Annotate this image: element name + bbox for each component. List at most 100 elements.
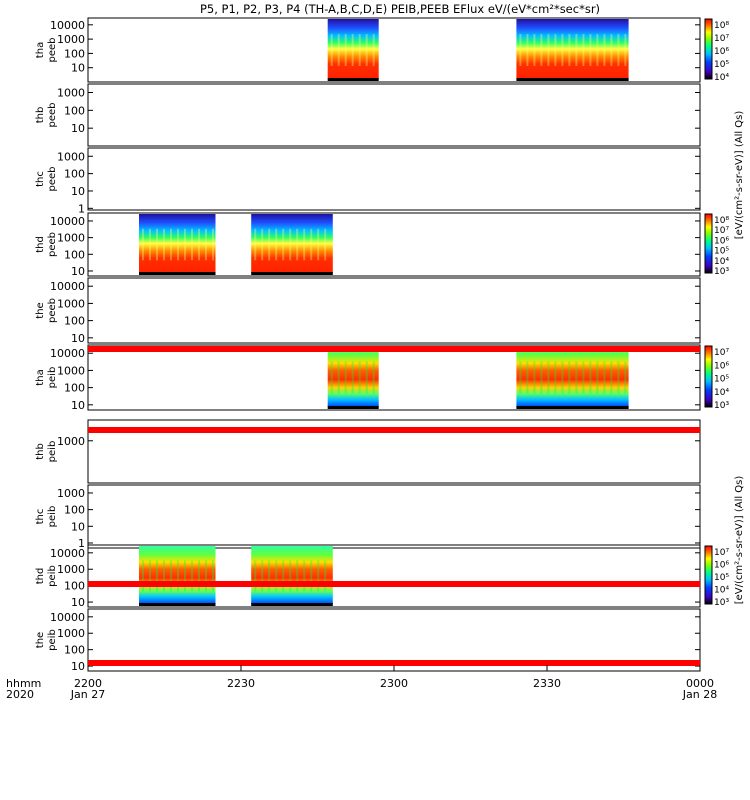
y-tick-label: 10000 bbox=[50, 547, 85, 560]
x-tick-label: 2330 bbox=[533, 677, 561, 690]
data-gap-marker bbox=[251, 272, 333, 275]
colorbar-tick-label: 10⁷ bbox=[714, 226, 729, 236]
colorbar-thd-peib: 10⁷ 10⁶ 10⁵ 10⁴ 10³ bbox=[704, 545, 729, 608]
spectrogram-streak bbox=[617, 361, 620, 394]
colorbar-units-label: [eV/(cm²-s-sr-eV)] (All Qs) bbox=[734, 111, 745, 240]
spectrogram-streak bbox=[198, 560, 200, 592]
spectrogram-streak bbox=[337, 361, 340, 394]
y-tick-label: 10000 bbox=[50, 215, 85, 228]
x-axis-left-label: 2020 bbox=[6, 688, 34, 701]
spectrogram-streak bbox=[547, 34, 550, 66]
panel-separator-bar bbox=[88, 581, 700, 587]
panel-label: thcpeeb bbox=[35, 167, 58, 192]
panel-frame bbox=[87, 277, 701, 344]
spectrogram-streak bbox=[330, 34, 333, 66]
spectrogram-streak bbox=[275, 228, 278, 261]
spectrogram-streak bbox=[365, 34, 368, 66]
spectrogram-streak bbox=[163, 228, 165, 261]
spectrogram-streak bbox=[170, 560, 172, 592]
panel-thc-peib: 1000 100 10 1 thcpeib bbox=[35, 484, 701, 550]
spectrogram-streak bbox=[533, 34, 536, 66]
spectrogram-streak bbox=[575, 361, 578, 394]
spectrogram-streak bbox=[596, 34, 599, 66]
spectrogram-block bbox=[251, 546, 333, 604]
colorbar-tha-peib: 10⁷ 10⁶ 10⁵ 10⁴ 10³ bbox=[704, 345, 729, 411]
spectrogram-streak bbox=[547, 361, 550, 394]
panel-the-peib: 10000 1000 100 10 thepeib bbox=[35, 608, 701, 673]
spectrogram-streak bbox=[526, 34, 529, 66]
spectrogram-streak bbox=[163, 560, 165, 592]
x-tick-label: 2200 bbox=[74, 677, 102, 690]
panel-stack: 10000100010010thapeeb10⁸10⁷10⁶10⁵10⁴1000… bbox=[35, 17, 729, 673]
panel-separator-bar bbox=[88, 660, 700, 666]
spectrogram-streak bbox=[149, 228, 151, 261]
y-tick-label: 10 bbox=[71, 265, 85, 278]
y-tick-label: 1000 bbox=[57, 33, 85, 46]
spectrogram-streak bbox=[310, 228, 313, 261]
spectrogram-streak bbox=[372, 361, 375, 394]
colorbar-tick-label: 10⁴ bbox=[714, 388, 729, 398]
colorbar-tick-label: 10³ bbox=[714, 267, 729, 277]
spectrogram-streak bbox=[344, 34, 347, 66]
spectrogram-streak bbox=[205, 560, 207, 592]
y-tick-label: 10 bbox=[71, 332, 85, 345]
colorbar-tick-label: 10⁷ bbox=[714, 548, 729, 558]
y-tick-label: 100 bbox=[64, 104, 85, 117]
spectrogram-streak bbox=[554, 34, 557, 66]
y-tick-label: 1000 bbox=[57, 297, 85, 310]
spectrogram-streak bbox=[317, 560, 320, 592]
spectrogram-streak bbox=[330, 361, 333, 394]
panel-thc-peeb: 1000 100 10 1 thcpeeb bbox=[35, 147, 701, 215]
spectrogram-block bbox=[139, 546, 216, 604]
spectrogram-streak bbox=[568, 361, 571, 394]
data-gap-marker bbox=[251, 603, 333, 606]
panel-label: thdpeeb bbox=[35, 232, 58, 257]
panel-label: thepeib bbox=[35, 629, 58, 651]
panel-label: thepeeb bbox=[35, 298, 58, 323]
spectrogram-streak bbox=[142, 560, 144, 592]
y-tick-label: 1000 bbox=[57, 563, 85, 576]
spectrogram-streak bbox=[142, 228, 144, 261]
x-axis-left-label: hhmm bbox=[6, 677, 41, 690]
spectrogram-streak bbox=[261, 228, 264, 261]
spectrogram-streak bbox=[568, 34, 571, 66]
spectrogram-streak bbox=[351, 34, 354, 66]
y-tick-label: 10 bbox=[71, 660, 85, 673]
spectrogram-streak bbox=[540, 34, 543, 66]
spectrogram-streak bbox=[254, 228, 257, 261]
spectrogram-streak bbox=[610, 34, 613, 66]
y-tick-label: 10000 bbox=[50, 19, 85, 32]
panel-separator-bar bbox=[88, 427, 700, 433]
panel-label: thapeeb bbox=[35, 38, 58, 63]
panel-frame bbox=[87, 419, 701, 484]
panel-the-peeb: 10000 1000 100 10 thepeeb bbox=[35, 277, 701, 345]
y-tick-label: 10 bbox=[71, 596, 85, 609]
y-tick-label: 10000 bbox=[50, 347, 85, 360]
spectrogram-streak bbox=[582, 34, 585, 66]
spectrogram-streak bbox=[310, 560, 313, 592]
spectrogram-streak bbox=[365, 361, 368, 394]
spectrogram-streak bbox=[156, 228, 158, 261]
x-tick-label: 2300 bbox=[380, 677, 408, 690]
colorbar-gradient bbox=[704, 213, 713, 274]
spectrogram-streak bbox=[358, 34, 361, 66]
spectrogram-block bbox=[327, 346, 379, 407]
spectrogram-streak bbox=[561, 361, 564, 394]
spectrogram-streak bbox=[177, 228, 179, 261]
colorbar-tick-label: 10⁴ bbox=[714, 73, 729, 83]
colorbar-tick-label: 10⁶ bbox=[714, 236, 729, 246]
spectrogram-streak bbox=[212, 560, 214, 592]
y-tick-label: 1000 bbox=[57, 232, 85, 245]
spectrogram-streak bbox=[177, 560, 179, 592]
panel-separator-bar bbox=[88, 346, 700, 352]
spectrogram-streak bbox=[533, 361, 536, 394]
spectrogram-streak bbox=[275, 560, 278, 592]
panel-frame bbox=[87, 17, 701, 83]
y-tick-label: 1000 bbox=[57, 487, 85, 500]
y-tick-label: 10000 bbox=[50, 611, 85, 624]
spectrogram-streak bbox=[282, 228, 285, 261]
colorbar-tick-label: 10⁶ bbox=[714, 47, 729, 57]
spectrogram-streak bbox=[191, 228, 193, 261]
